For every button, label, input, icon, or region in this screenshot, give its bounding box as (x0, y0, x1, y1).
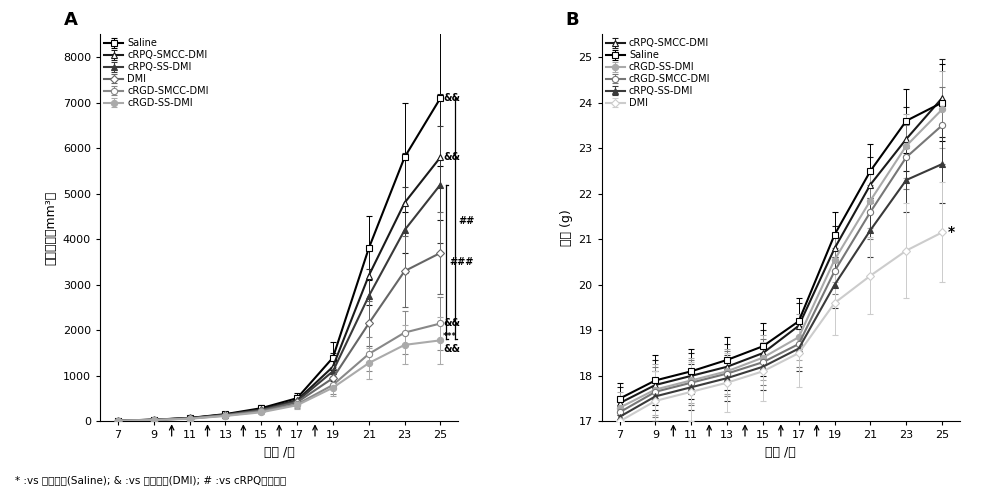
Legend: cRPQ-SMCC-DMI, Saline, cRGD-SS-DMI, cRGD-SMCC-DMI, cRPQ-SS-DMI, DMI: cRPQ-SMCC-DMI, Saline, cRGD-SS-DMI, cRGD… (605, 37, 711, 109)
Y-axis label: 体重 (g): 体重 (g) (560, 210, 573, 246)
Text: A: A (64, 11, 78, 29)
Text: ###: ### (449, 257, 474, 267)
Text: * :vs 空白对照(Saline); & :vs 游离药物(DMI); # :vs cRPQ系列制剂: * :vs 空白对照(Saline); & :vs 游离药物(DMI); # :… (15, 475, 286, 485)
X-axis label: 时间 /天: 时间 /天 (765, 446, 796, 459)
Text: ##: ## (458, 216, 475, 226)
Text: &&: && (443, 152, 460, 162)
X-axis label: 时间 /天: 时间 /天 (264, 446, 295, 459)
Legend: Saline, cRPQ-SMCC-DMI, cRPQ-SS-DMI, DMI, cRGD-SMCC-DMI, cRGD-SS-DMI: Saline, cRPQ-SMCC-DMI, cRPQ-SS-DMI, DMI,… (103, 37, 210, 109)
Text: ***: *** (443, 332, 457, 341)
Y-axis label: 肿瘾体积（mm³）: 肿瘾体积（mm³） (44, 191, 57, 265)
Text: *: * (947, 225, 955, 240)
Text: &&: && (443, 343, 460, 353)
Text: &&: && (443, 93, 460, 103)
Text: &&: && (443, 318, 460, 328)
Text: B: B (566, 11, 579, 29)
